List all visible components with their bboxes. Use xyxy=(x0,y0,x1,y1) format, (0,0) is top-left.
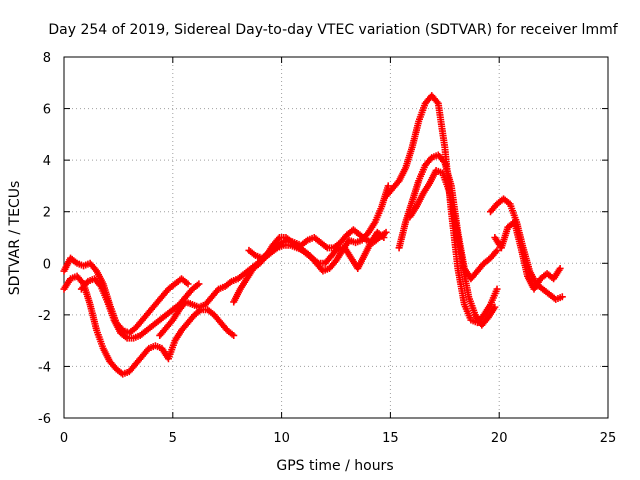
y-tick-label: 0 xyxy=(43,257,51,272)
tick-layer: 0 5 10 15 20 25 -6 -4 -2 0 2 4 6 8 xyxy=(38,51,616,446)
x-tick-label: 15 xyxy=(382,431,399,446)
data-point-marker xyxy=(493,285,501,293)
data-point-marker xyxy=(384,182,392,190)
series-track-9 xyxy=(406,166,499,329)
x-tick-label: 0 xyxy=(60,431,68,446)
x-tick-label: 5 xyxy=(169,431,177,446)
y-tick-label: -6 xyxy=(38,412,51,427)
series-track-3 xyxy=(60,272,238,378)
x-axis-label: GPS time / hours xyxy=(276,458,393,474)
data-point-marker xyxy=(184,280,192,288)
series-track-6 xyxy=(245,226,390,262)
x-tick-label: 10 xyxy=(273,431,290,446)
series-track-4 xyxy=(156,182,392,339)
data-point-marker xyxy=(493,246,501,254)
series-track-7 xyxy=(382,92,501,327)
series-layer xyxy=(60,92,566,378)
y-tick-label: 6 xyxy=(43,103,51,118)
grid-layer xyxy=(64,57,608,418)
data-point-marker xyxy=(230,331,238,339)
y-tick-label: -2 xyxy=(38,309,51,324)
y-tick-label: 4 xyxy=(43,154,51,169)
chart-title: Day 254 of 2019, Sidereal Day-to-day VTE… xyxy=(48,22,618,38)
data-point-marker xyxy=(195,280,203,288)
plot-frame xyxy=(63,56,609,419)
x-tick-label: 20 xyxy=(491,431,508,446)
data-point-marker xyxy=(558,293,566,301)
data-point-marker xyxy=(556,264,564,272)
y-tick-label: 8 xyxy=(43,51,51,66)
data-point-marker xyxy=(382,228,390,236)
y-axis-label: SDTVAR / TECUs xyxy=(7,181,23,296)
y-tick-label: -4 xyxy=(38,360,51,375)
y-tick-label: 2 xyxy=(43,206,51,221)
data-point-marker xyxy=(491,303,499,311)
series-track-11 xyxy=(491,218,564,293)
x-tick-label: 25 xyxy=(600,431,617,446)
